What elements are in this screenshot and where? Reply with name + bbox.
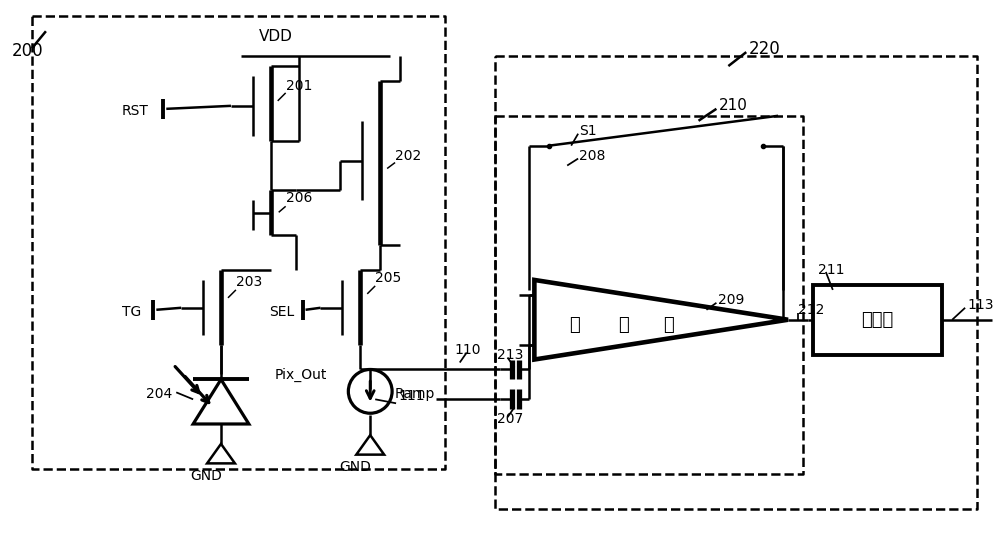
Text: 207: 207 — [497, 412, 523, 426]
Text: 210: 210 — [718, 98, 747, 113]
Text: 大: 大 — [619, 316, 629, 334]
Text: 放: 放 — [569, 316, 580, 334]
Text: TG: TG — [122, 305, 141, 319]
Text: 203: 203 — [236, 275, 262, 289]
Text: 202: 202 — [395, 148, 421, 162]
Text: Pix_Out: Pix_Out — [274, 367, 327, 382]
Text: 110: 110 — [455, 343, 481, 356]
Text: GND: GND — [190, 468, 222, 483]
Bar — [813, 285, 942, 354]
Text: 计数器: 计数器 — [861, 311, 894, 329]
Text: 206: 206 — [286, 191, 312, 205]
Text: 211: 211 — [818, 263, 844, 277]
Text: RST: RST — [122, 104, 148, 118]
Text: 略: 略 — [663, 316, 674, 334]
Text: 213: 213 — [497, 347, 523, 362]
Text: 205: 205 — [375, 271, 401, 285]
Text: VDD: VDD — [259, 29, 293, 44]
Text: SEL: SEL — [269, 305, 294, 319]
Text: 204: 204 — [146, 388, 173, 401]
Text: 111: 111 — [398, 389, 425, 403]
Text: GND: GND — [339, 460, 371, 474]
Text: 220: 220 — [748, 40, 780, 58]
Text: 201: 201 — [286, 79, 312, 93]
Text: 209: 209 — [718, 293, 745, 307]
Text: S1: S1 — [579, 124, 597, 138]
Text: 212: 212 — [798, 303, 824, 317]
Text: 208: 208 — [579, 148, 606, 162]
Text: 200: 200 — [12, 42, 44, 60]
Text: Ramp: Ramp — [395, 388, 435, 401]
Text: 113: 113 — [967, 298, 994, 312]
